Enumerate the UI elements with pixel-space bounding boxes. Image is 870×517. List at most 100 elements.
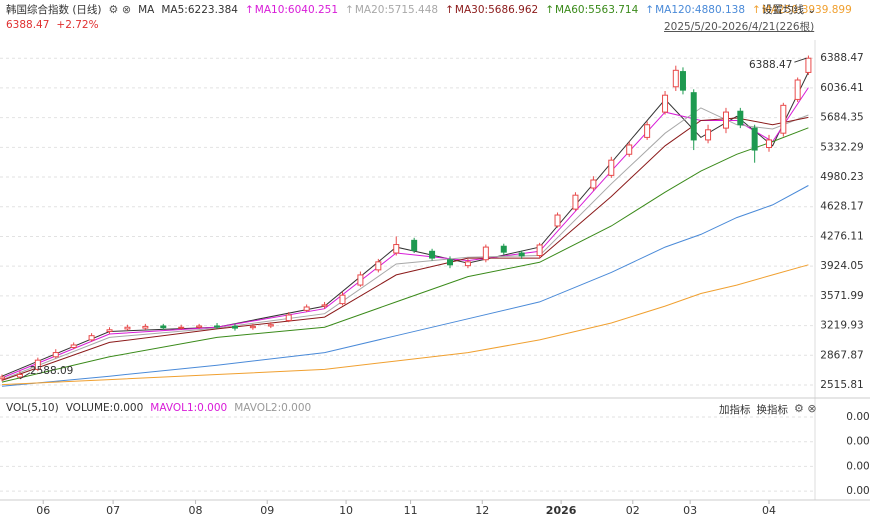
volume-item: MAVOL2:0.000 [234, 402, 312, 414]
candle-body [160, 325, 167, 329]
candle-body [464, 261, 471, 267]
x-tick-label: 07 [106, 504, 120, 517]
change-indicator[interactable]: 换指标 [756, 404, 789, 416]
x-tick-label: 2026 [546, 504, 577, 517]
y-tick-label: 3219.93 [820, 320, 863, 332]
legend-item[interactable]: MA106040.251 [245, 4, 338, 16]
ma-line [1, 264, 809, 386]
volume-title: VOL(5,10) [6, 402, 59, 414]
legend-name: MA120 [655, 3, 692, 16]
candle-body [482, 246, 489, 261]
x-tick-label: 10 [339, 504, 353, 517]
candle-body [518, 252, 525, 257]
settings-button[interactable]: 设置均线 [762, 2, 816, 17]
legend-item[interactable]: MA605563.714 [545, 4, 638, 16]
candle-body [536, 244, 543, 257]
legend-name: MA60 [555, 3, 585, 16]
candle-body [751, 127, 758, 151]
y-tick-label: 5684.35 [820, 112, 863, 124]
candle-body [231, 325, 238, 329]
last-price-label: 6388.47 [749, 59, 792, 71]
candle-body [447, 259, 454, 266]
candles [0, 55, 812, 382]
x-tick-label: 02 [626, 504, 640, 517]
last-price-pointer [794, 57, 807, 63]
legend-value: 6223.384 [184, 4, 238, 16]
ma-line [1, 185, 809, 387]
x-tick-label: 06 [36, 504, 50, 517]
add-indicator[interactable]: 加指标 [719, 404, 751, 416]
y-tick-label: 4276.11 [820, 230, 863, 242]
low-pointer [19, 372, 31, 380]
volume-icons[interactable]: ⚙ ⊗ [794, 402, 817, 415]
candle-body [805, 57, 812, 73]
x-tick-label: 03 [683, 504, 697, 517]
candle-body [0, 376, 5, 380]
candle-body [16, 373, 23, 378]
candle-body [794, 79, 801, 100]
y-tick-label: 2867.87 [820, 349, 863, 361]
y-tick-label: 6388.47 [820, 52, 863, 64]
candle-body [644, 124, 651, 138]
ma-line [1, 87, 809, 379]
candle-body [249, 325, 256, 329]
ma-line [1, 107, 809, 381]
candle-body [429, 250, 436, 259]
legend-name: MA5 [161, 3, 185, 16]
candle-body [70, 344, 77, 348]
candle-body [765, 139, 772, 149]
grid [0, 57, 815, 492]
legend-value: 5563.714 [585, 4, 639, 16]
change: +2.72% [56, 19, 99, 31]
candle-body [178, 326, 185, 329]
price-row: 6388.47 +2.72% [6, 19, 99, 31]
candle-body [267, 324, 274, 327]
y-tick-label: 3571.99 [820, 290, 863, 302]
legend: 韩国综合指数 (日线) ⚙ ⊗ MA MA56223.384 MA106040.2… [6, 2, 852, 17]
candle-body [608, 159, 615, 176]
candle-body [780, 104, 787, 134]
low-label: 2588.09 [30, 365, 73, 377]
legend-item[interactable]: MA205715.448 [345, 4, 438, 16]
range-label[interactable]: 2025/5/20-2026/4/21(226根) [664, 21, 815, 33]
candle-body [124, 326, 131, 330]
candle-body [672, 69, 679, 88]
indicator: MA [138, 3, 155, 16]
ma-line [1, 127, 809, 383]
candle-body [196, 325, 203, 328]
candle-body [339, 294, 346, 305]
volume-tick-label: 0.00 [846, 460, 869, 472]
chart-title: 韩国综合指数 (日线) [6, 4, 102, 16]
x-tick-label: 08 [189, 504, 203, 517]
candle-body [214, 325, 221, 328]
candle-body [52, 352, 59, 358]
x-tick-label: 11 [404, 504, 418, 517]
candle-body [626, 144, 633, 155]
volume-item: MAVOL1:0.000 [150, 402, 228, 414]
candle-body [705, 129, 712, 141]
legend-item[interactable]: MA305686.962 [445, 4, 538, 16]
candle-body [106, 329, 113, 332]
candle-body [722, 111, 729, 129]
x-tick-label: 09 [260, 504, 274, 517]
volume-buttons: 加指标 换指标 ⚙ ⊗ [719, 402, 817, 417]
volume-tick-label: 0.00 [846, 411, 869, 423]
legend-item[interactable]: MA1204880.138 [645, 4, 745, 16]
candle-body [285, 314, 292, 321]
y-tick-label: 3924.05 [820, 260, 863, 272]
candle-body [500, 245, 507, 253]
y-tick-label: 4980.23 [820, 171, 863, 183]
legend-item[interactable]: MA56223.384 [161, 4, 238, 16]
x-tick-label: 04 [762, 504, 776, 517]
last-price: 6388.47 [6, 19, 50, 31]
legend-value: 5715.448 [384, 4, 438, 16]
candle-body [662, 94, 669, 113]
candle-body [357, 274, 364, 286]
y-tick-label: 4628.17 [820, 201, 863, 213]
candle-body [303, 306, 310, 311]
legend-name: MA30 [454, 3, 485, 16]
candle-body [690, 92, 697, 141]
settings-icon[interactable]: ⚙ ⊗ [108, 3, 132, 16]
candle-body [321, 304, 328, 307]
